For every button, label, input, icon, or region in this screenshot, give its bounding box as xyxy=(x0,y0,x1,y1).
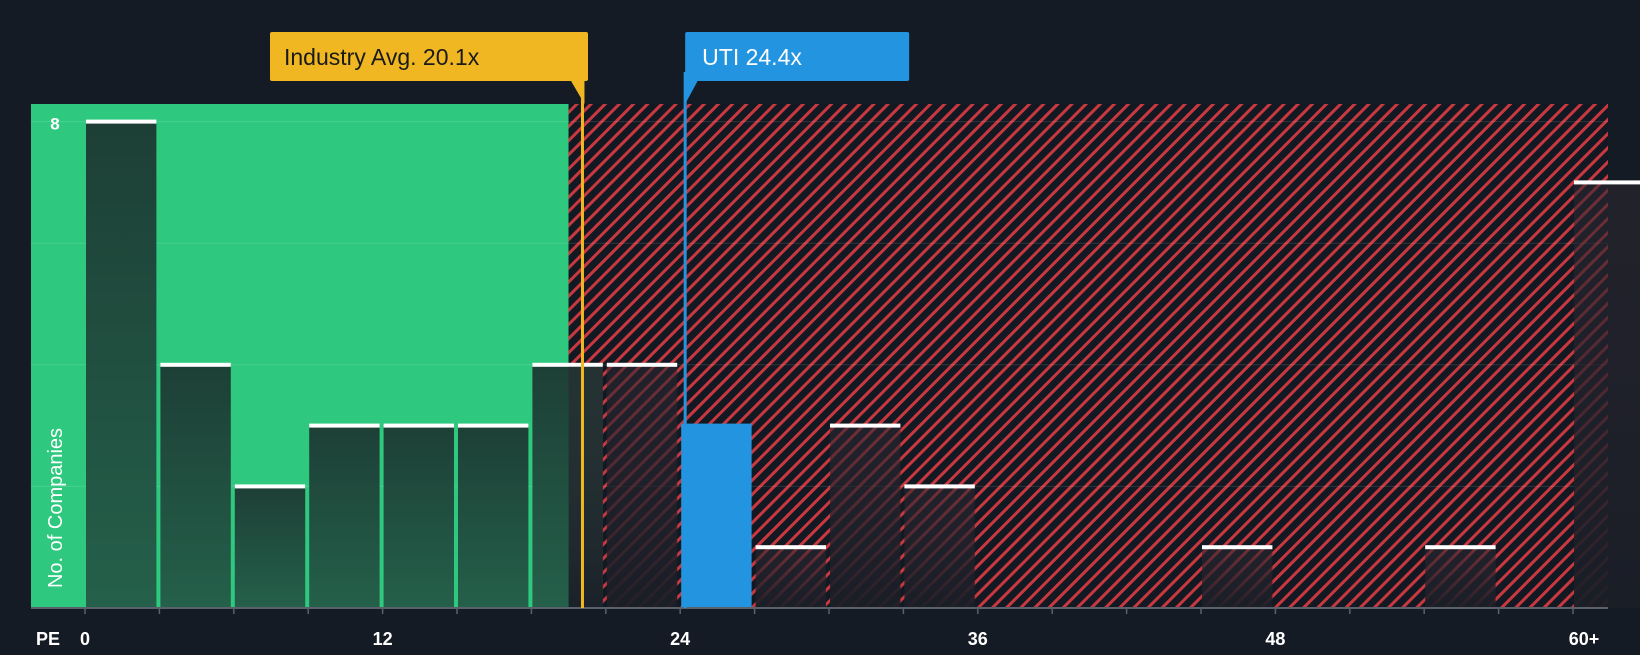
histogram-bar xyxy=(755,547,826,608)
bar-cap xyxy=(458,423,529,428)
histogram-bar xyxy=(86,121,157,608)
bar-cap xyxy=(606,362,678,367)
x-tick-label: 60+ xyxy=(1569,629,1600,649)
bar-cap xyxy=(755,545,826,550)
x-tick-label: 12 xyxy=(373,629,393,649)
x-axis-title: PE xyxy=(36,629,60,649)
histogram-bar xyxy=(1202,547,1273,608)
histogram-bar xyxy=(160,364,231,608)
company-bar xyxy=(681,425,752,608)
x-tick-label: 48 xyxy=(1265,629,1285,649)
histogram-bar xyxy=(1425,547,1496,608)
x-tick-label: 36 xyxy=(968,629,988,649)
histogram-bar xyxy=(904,486,975,608)
bar-overlay xyxy=(568,366,603,608)
x-tick-label: 24 xyxy=(670,629,690,649)
company-label-box xyxy=(685,32,910,81)
histogram-bar xyxy=(234,486,306,608)
bar-cap xyxy=(1425,545,1496,550)
industry-avg-label: Industry Avg. 20.1x xyxy=(284,44,480,70)
industry-avg-label-box xyxy=(270,32,588,81)
bar-cap xyxy=(532,362,603,367)
bar-cap xyxy=(1574,180,1640,185)
bar-cap xyxy=(160,362,231,367)
bar-cap xyxy=(234,484,306,489)
histogram-bar xyxy=(830,425,901,608)
bar-cap xyxy=(830,423,901,428)
histogram-bar xyxy=(458,425,529,608)
company-pointer xyxy=(685,80,699,104)
industry-avg-pointer xyxy=(570,80,585,104)
bar-cap xyxy=(309,423,380,428)
bar-cap xyxy=(86,119,157,124)
x-tick-label: 0 xyxy=(80,629,90,649)
y-axis-title: No. of Companies xyxy=(45,428,67,588)
histogram-bar xyxy=(383,425,454,608)
histogram-bar xyxy=(1574,182,1640,608)
bar-cap xyxy=(904,484,975,489)
bar-cap xyxy=(1202,545,1273,550)
bar-cap xyxy=(383,423,454,428)
y-tick-label: 8 xyxy=(50,115,59,134)
histogram-bar xyxy=(606,364,678,608)
bar-cap xyxy=(681,423,752,428)
company-label: UTI 24.4x xyxy=(702,44,802,70)
histogram-bar xyxy=(309,425,380,608)
